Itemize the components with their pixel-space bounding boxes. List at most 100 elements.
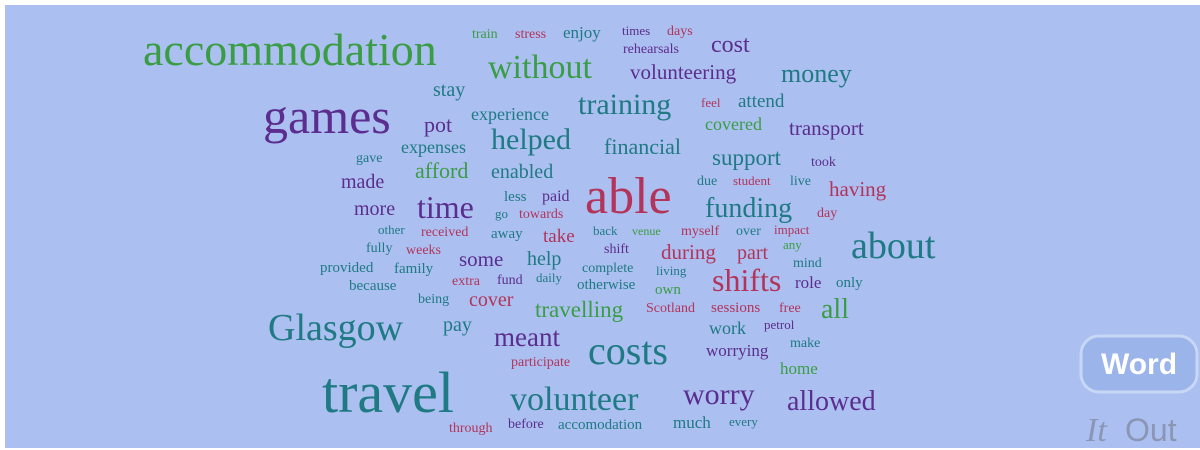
- word: having: [829, 177, 887, 201]
- word: day: [817, 206, 837, 221]
- word: away: [491, 226, 523, 242]
- word: about: [851, 225, 936, 267]
- word: cost: [711, 32, 750, 58]
- word: enjoy: [563, 23, 601, 42]
- word: gave: [356, 151, 382, 166]
- word: cover: [469, 289, 514, 311]
- word: enabled: [491, 161, 553, 183]
- word: much: [673, 413, 711, 432]
- word: help: [527, 248, 561, 270]
- word: worrying: [706, 341, 769, 360]
- word: because: [349, 278, 397, 294]
- word: part: [737, 242, 769, 264]
- word: some: [459, 247, 503, 271]
- word: home: [780, 359, 818, 378]
- word: transport: [789, 116, 864, 140]
- word: Scotland: [646, 301, 695, 316]
- word: received: [421, 225, 468, 240]
- word: over: [736, 224, 761, 239]
- word: covered: [705, 114, 762, 134]
- word: accommodation: [143, 24, 437, 75]
- word: fund: [497, 273, 523, 288]
- word: afford: [415, 158, 468, 183]
- word: venue: [632, 224, 661, 238]
- logo-badge: [1079, 334, 1199, 394]
- word: stay: [433, 79, 465, 101]
- word: daily: [536, 270, 562, 285]
- word: back: [593, 223, 618, 238]
- word: any: [783, 237, 802, 252]
- word: expenses: [401, 137, 466, 157]
- word: money: [781, 59, 852, 88]
- word: work: [709, 318, 746, 338]
- word: shift: [604, 242, 629, 257]
- word: every: [729, 414, 758, 429]
- word: own: [655, 282, 681, 298]
- word: able: [585, 168, 672, 225]
- word: through: [449, 421, 493, 436]
- word: stress: [515, 27, 546, 42]
- word: more: [354, 198, 395, 220]
- logo-it: It: [1085, 412, 1108, 449]
- word: rehearsals: [623, 42, 679, 57]
- word: student: [733, 173, 771, 188]
- word: petrol: [764, 317, 795, 332]
- word: only: [836, 275, 863, 291]
- logo-out: Out: [1125, 412, 1177, 448]
- word: training: [578, 88, 671, 121]
- word: being: [418, 292, 449, 307]
- word: times: [622, 23, 650, 38]
- word: allowed: [787, 386, 876, 417]
- word: before: [508, 417, 544, 432]
- word: make: [790, 336, 820, 351]
- word: all: [821, 294, 849, 325]
- word: funding: [705, 193, 792, 224]
- word: travelling: [535, 297, 624, 322]
- word: without: [488, 49, 592, 86]
- word: financial: [604, 134, 681, 159]
- word: accomodation: [558, 417, 643, 433]
- word: less: [504, 189, 527, 205]
- word: complete: [582, 261, 633, 276]
- word: costs: [588, 328, 668, 373]
- word: attend: [738, 91, 785, 112]
- word: games: [263, 88, 391, 144]
- word: weeks: [406, 243, 441, 258]
- word: made: [341, 171, 384, 193]
- word: mind: [793, 256, 822, 271]
- word: shifts: [712, 262, 781, 298]
- word: family: [394, 261, 434, 277]
- word: time: [417, 189, 474, 225]
- word: travel: [322, 360, 454, 425]
- word: go: [495, 206, 508, 221]
- word: train: [472, 27, 498, 42]
- word: support: [712, 145, 782, 170]
- word: myself: [681, 224, 719, 239]
- word: paid: [542, 188, 570, 205]
- word: feel: [701, 95, 721, 110]
- word: due: [697, 174, 717, 189]
- word: sessions: [711, 300, 760, 316]
- word: living: [656, 263, 687, 278]
- word: impact: [774, 222, 810, 237]
- word: worry: [683, 378, 755, 411]
- word: extra: [452, 274, 481, 289]
- word: provided: [320, 260, 374, 276]
- background: [5, 5, 1200, 448]
- word: towards: [519, 207, 563, 222]
- word: participate: [511, 355, 570, 370]
- word: took: [811, 155, 836, 170]
- word: take: [543, 226, 575, 247]
- word: fully: [366, 241, 392, 256]
- word: days: [667, 24, 693, 39]
- word: helped: [491, 123, 571, 156]
- word: live: [790, 174, 811, 189]
- word: Glasgow: [268, 307, 404, 349]
- word: volunteer: [510, 381, 639, 418]
- word: volunteering: [630, 60, 737, 84]
- word: other: [378, 222, 405, 237]
- logo-word: Word: [1101, 348, 1177, 381]
- word: meant: [494, 322, 560, 352]
